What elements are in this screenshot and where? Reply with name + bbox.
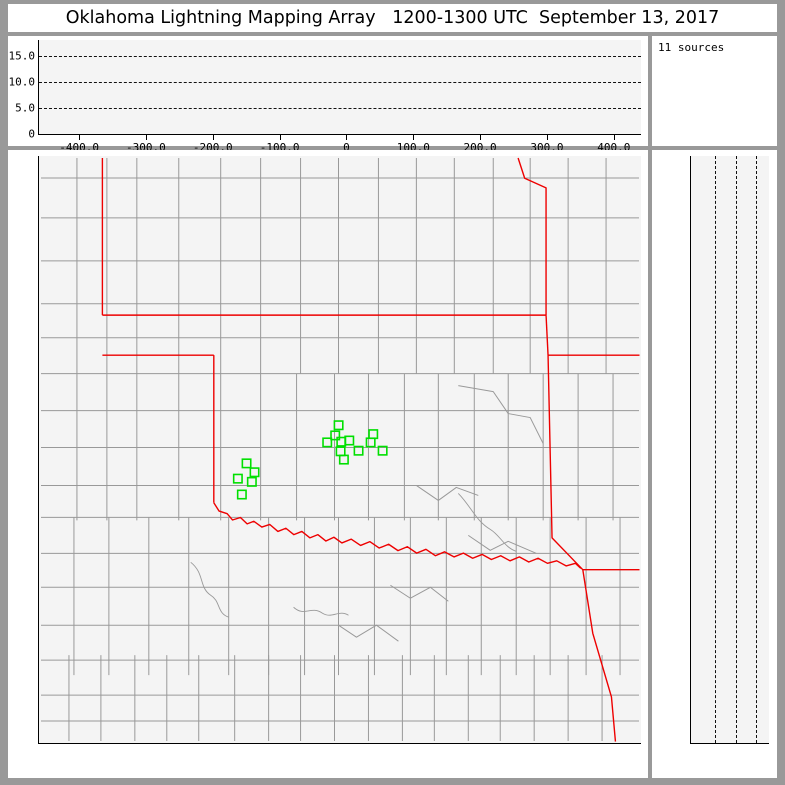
source-marker <box>241 458 252 469</box>
x-tick <box>79 133 81 140</box>
river-line <box>293 606 349 616</box>
x-tick <box>480 133 482 140</box>
x-tick <box>613 742 615 743</box>
title-bar: Oklahoma Lightning Mapping Array 1200-13… <box>8 4 777 32</box>
map-panel: -400.0-300.0-200.0-100.00100.0200.0300.0… <box>8 150 648 778</box>
x-tick <box>145 742 147 743</box>
right-plot-area[interactable]: 05.010.015.0-400.0-300.0-200.0-100.00100… <box>690 156 769 744</box>
gridline-horizontal <box>39 107 641 109</box>
x-tick <box>546 133 548 140</box>
state-boundary-oklahoma <box>517 157 547 316</box>
source-marker <box>353 445 364 456</box>
y-tick-label: 5.0 <box>15 101 35 115</box>
gridline-vertical <box>756 156 758 743</box>
y-tick <box>690 570 691 571</box>
x-tick <box>279 742 281 743</box>
y-tick <box>690 507 691 508</box>
source-marker <box>236 489 247 500</box>
x-tick <box>413 133 415 140</box>
source-marker <box>377 445 388 456</box>
x-tick <box>546 742 548 743</box>
source-marker <box>330 430 341 441</box>
state-boundary-oklahoma <box>547 355 617 742</box>
x-tick <box>212 742 214 743</box>
source-marker <box>336 436 347 447</box>
y-tick-label: 0 <box>28 127 35 140</box>
map-plot-area[interactable]: -400.0-300.0-200.0-100.00100.0200.0300.0… <box>38 156 641 744</box>
y-tick <box>38 379 39 380</box>
source-marker <box>335 446 346 457</box>
state-boundary-red-river <box>213 502 582 569</box>
source-marker <box>365 437 376 448</box>
county-boundary-line <box>416 485 479 501</box>
source-marker <box>249 467 260 478</box>
y-tick <box>38 570 39 571</box>
gridline-horizontal <box>39 55 641 57</box>
x-tick <box>279 133 281 140</box>
source-marker <box>322 437 333 448</box>
y-tick-label: 15.0 <box>8 49 36 63</box>
y-tick <box>38 507 39 508</box>
y-tick <box>38 698 39 699</box>
x-tick-label: 0 <box>343 140 350 154</box>
source-marker <box>344 435 355 446</box>
y-tick <box>38 315 39 316</box>
y-tick <box>690 315 691 316</box>
y-tick <box>690 188 691 189</box>
x-tick <box>346 742 348 743</box>
source-marker <box>246 476 257 487</box>
top-plot-svg <box>39 40 641 134</box>
source-marker <box>338 454 349 465</box>
source-count-label: 11 sources <box>658 41 725 54</box>
top-plot-area[interactable]: 0 5.0 10.0 15.0 -400.0 -300.0 -200.0 -100.0 0 100… <box>9 40 641 154</box>
source-count-panel: 11 sources <box>652 36 777 146</box>
y-tick <box>38 634 39 635</box>
y-tick <box>38 188 39 189</box>
y-tick-label: 10.0 <box>8 75 36 89</box>
x-tick <box>346 133 348 140</box>
river-line <box>457 493 517 552</box>
y-tick <box>690 252 691 253</box>
x-tick <box>613 133 615 140</box>
x-tick <box>413 742 415 743</box>
y-tick <box>690 443 691 444</box>
x-tick <box>79 742 81 743</box>
x-tick <box>480 742 482 743</box>
y-tick <box>690 379 691 380</box>
y-tick <box>690 698 691 699</box>
x-tick <box>212 133 214 140</box>
gridline-horizontal <box>39 81 641 83</box>
state-boundary-oklahoma <box>545 315 549 356</box>
county-boundary-line <box>338 624 399 642</box>
y-tick <box>38 252 39 253</box>
right-plot-svg <box>691 156 769 743</box>
y-tick <box>38 443 39 444</box>
x-tick <box>145 133 147 140</box>
source-marker <box>232 473 243 484</box>
source-marker <box>333 420 344 431</box>
page-title: Oklahoma Lightning Mapping Array 1200-13… <box>65 8 720 28</box>
gridline-vertical <box>715 156 717 743</box>
county-boundary-line <box>468 534 537 554</box>
county-boundary-line <box>390 584 449 602</box>
map-geography-svg <box>40 157 640 742</box>
source-marker <box>368 429 379 440</box>
gridline-vertical <box>735 156 737 743</box>
river-line <box>190 561 229 618</box>
top-altitude-panel: 0 5.0 10.0 15.0 -400.0 -300.0 -200.0 -100.0 0 100… <box>8 36 648 154</box>
county-boundary-line <box>458 385 544 444</box>
y-tick <box>690 634 691 635</box>
right-altitude-panel: 05.010.015.0-400.0-300.0-200.0-100.00100… <box>652 150 777 778</box>
